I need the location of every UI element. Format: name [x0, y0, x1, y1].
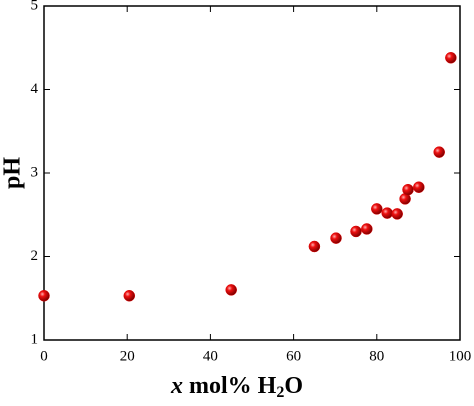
y-axis-label: pH — [0, 157, 26, 189]
y-tick-label: 5 — [31, 0, 39, 13]
data-point — [361, 223, 373, 235]
x-tick-label: 80 — [369, 348, 384, 364]
data-point — [308, 240, 321, 253]
y-tick-label: 3 — [31, 164, 39, 180]
y-tick-label: 2 — [31, 248, 39, 264]
data-point — [433, 146, 445, 158]
data-point — [123, 289, 136, 302]
plot-frame — [43, 5, 461, 341]
data-point — [225, 284, 237, 296]
y-tick-label: 1 — [31, 331, 39, 347]
x-tick-label: 0 — [40, 348, 48, 364]
x-tick-label: 100 — [449, 348, 472, 364]
data-point — [38, 289, 50, 302]
x-tick-label: 20 — [120, 348, 135, 364]
data-point — [350, 225, 362, 238]
data-point — [330, 232, 342, 244]
data-point — [402, 183, 414, 196]
data-point — [371, 203, 383, 215]
y-tick-label: 4 — [31, 81, 39, 97]
x-axis-label: x mol% H2O — [170, 373, 303, 401]
x-tick-label: 40 — [203, 348, 218, 364]
data-point — [381, 207, 393, 219]
data-point — [445, 52, 457, 64]
x-tick-label: 60 — [286, 348, 301, 364]
data-point — [413, 181, 425, 193]
data-point — [391, 208, 403, 220]
